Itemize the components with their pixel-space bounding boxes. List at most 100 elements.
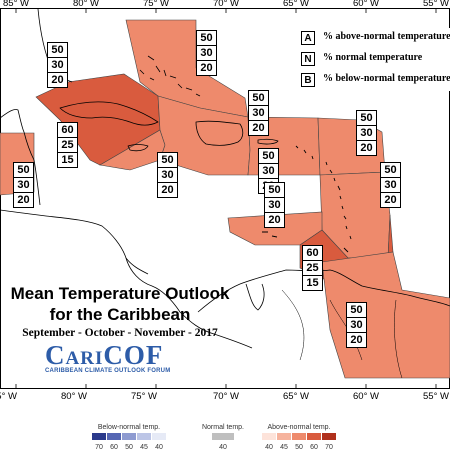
prob-above: 50 xyxy=(265,183,284,198)
coast-yucatan xyxy=(0,109,41,206)
prob-normal: 25 xyxy=(303,261,322,276)
legend-text: % below-normal temperature xyxy=(323,73,450,84)
coast-puerto-rico xyxy=(257,138,279,145)
lon-label: 60° W xyxy=(353,391,379,402)
prob-normal: 30 xyxy=(249,106,268,121)
prob-below: 20 xyxy=(384,194,397,206)
coast-cuba xyxy=(59,101,159,126)
prob-normal: 30 xyxy=(48,58,67,73)
prob-above: 50 xyxy=(381,163,400,178)
lon-label: 80° W xyxy=(73,0,99,9)
colorbar-above-5 xyxy=(322,433,336,440)
colorbar-below-4 xyxy=(137,433,151,440)
prob-normal: 30 xyxy=(357,126,376,141)
legend-letter: A xyxy=(301,31,315,45)
prob-box-hispaniola: 50 30 20 xyxy=(248,90,269,136)
colorbar-tick: 60 xyxy=(110,444,118,450)
coastlines xyxy=(0,8,450,379)
prob-normal: 30 xyxy=(265,198,284,213)
colorbar-above-2 xyxy=(277,433,291,440)
lon-label: 55° W xyxy=(423,391,449,402)
prob-normal: 30 xyxy=(197,46,216,61)
prob-normal: 30 xyxy=(158,168,177,183)
prob-normal: 25 xyxy=(58,138,77,153)
lon-label: 65° W xyxy=(283,0,309,9)
prob-below: 20 xyxy=(17,194,30,206)
colorbar-tick: 50 xyxy=(125,444,133,450)
logo-subtitle: CARIBBEAN CLIMATE OUTLOOK FORUM xyxy=(45,368,171,374)
lon-label: 85° W xyxy=(3,0,29,9)
coast-jamaica xyxy=(127,144,149,152)
prob-box-jamaica: 50 30 20 xyxy=(157,152,178,198)
prob-above: 50 xyxy=(48,43,67,58)
colorbar-tick: 40 xyxy=(265,444,273,450)
colorbar-above-3 xyxy=(292,433,306,440)
lon-label: 80° W xyxy=(61,391,87,402)
lon-label: 75° W xyxy=(143,0,169,9)
colorbar-normal xyxy=(212,433,234,440)
legend-letter: N xyxy=(301,52,315,66)
lon-label: 75° W xyxy=(131,391,157,402)
legend-row-normal: N % normal temperature xyxy=(301,49,450,70)
map-title-line2: for the Caribbean xyxy=(49,305,191,324)
colorbar-below-1 xyxy=(92,433,106,440)
longitude-ticks xyxy=(15,8,437,389)
prob-below: 20 xyxy=(51,74,64,86)
colorbar-tick: 70 xyxy=(95,444,103,450)
lon-label: 70° W xyxy=(213,391,239,402)
colorbar-tick: 50 xyxy=(295,444,303,450)
colorbar-above-1 xyxy=(262,433,276,440)
prob-normal: 30 xyxy=(14,178,33,193)
prob-box-leeward: 50 30 20 xyxy=(356,110,377,156)
legend-key: A % above-normal temperature N % normal … xyxy=(301,28,450,91)
prob-above: 50 xyxy=(158,153,177,168)
colorbar-tick: 40 xyxy=(155,444,163,450)
prob-box-cuba: 60 25 15 xyxy=(57,122,78,168)
prob-above: 60 xyxy=(58,123,77,138)
colorbar-below-2 xyxy=(107,433,121,440)
colorbar-tick: 40 xyxy=(219,444,227,450)
colorbar-above-label: Above-normal temp. xyxy=(267,424,330,431)
prob-above: 50 xyxy=(197,31,216,46)
prob-normal: 30 xyxy=(259,164,278,179)
legend-text: % above-normal temperature xyxy=(323,31,450,42)
coast-central-america xyxy=(0,209,253,349)
islands-bahamas xyxy=(139,55,201,97)
lon-label: 60° W xyxy=(353,0,379,9)
colorbar-tick: 45 xyxy=(280,444,288,450)
lon-label: 55° W xyxy=(423,0,449,9)
prob-normal: 30 xyxy=(347,318,366,333)
prob-above: 50 xyxy=(357,111,376,126)
prob-above: 50 xyxy=(249,91,268,106)
longitude-labels-top: 85° W 80° W 75° W 70° W 65° W 60° W 55° … xyxy=(3,0,449,9)
legend-letter: B xyxy=(301,73,315,87)
islands-lesser-antilles xyxy=(262,145,352,253)
colorbar-normal-label: Normal temp. xyxy=(202,424,244,431)
prob-box-belize: 50 30 20 xyxy=(13,162,34,208)
prob-box-jamaica-north: 50 30 20 xyxy=(47,42,68,88)
coast-hispaniola xyxy=(195,120,244,146)
prob-below: 20 xyxy=(350,334,363,346)
lon-label: 65° W xyxy=(283,391,309,402)
prob-box-abc: 50 30 20 xyxy=(264,182,285,228)
coast-central-america-2 xyxy=(125,257,149,275)
prob-below: 20 xyxy=(161,184,174,196)
colorbar-below-3 xyxy=(122,433,136,440)
map-title-line1: Mean Temperature Outlook xyxy=(10,284,230,303)
prob-below: 20 xyxy=(268,214,281,226)
prob-box-guianas: 50 30 20 xyxy=(346,302,367,348)
prob-below: 20 xyxy=(360,142,373,154)
legend-row-above: A % above-normal temperature xyxy=(301,28,450,49)
prob-normal: 30 xyxy=(381,178,400,193)
prob-box-bahamas: 50 30 20 xyxy=(196,30,217,76)
lon-label: 70° W xyxy=(213,0,239,9)
prob-above: 50 xyxy=(14,163,33,178)
colorbar: Below-normal temp. Normal temp. Above-no… xyxy=(92,424,336,450)
colorbar-below-5 xyxy=(152,433,166,440)
region-hispaniola xyxy=(157,95,251,176)
colorbar-tick: 45 xyxy=(140,444,148,450)
longitude-labels-bottom: 85° W 80° W 75° W 70° W 65° W 60° W 55° … xyxy=(0,391,449,402)
legend-text: % normal temperature xyxy=(323,52,423,63)
colorbar-tick: 70 xyxy=(325,444,333,450)
